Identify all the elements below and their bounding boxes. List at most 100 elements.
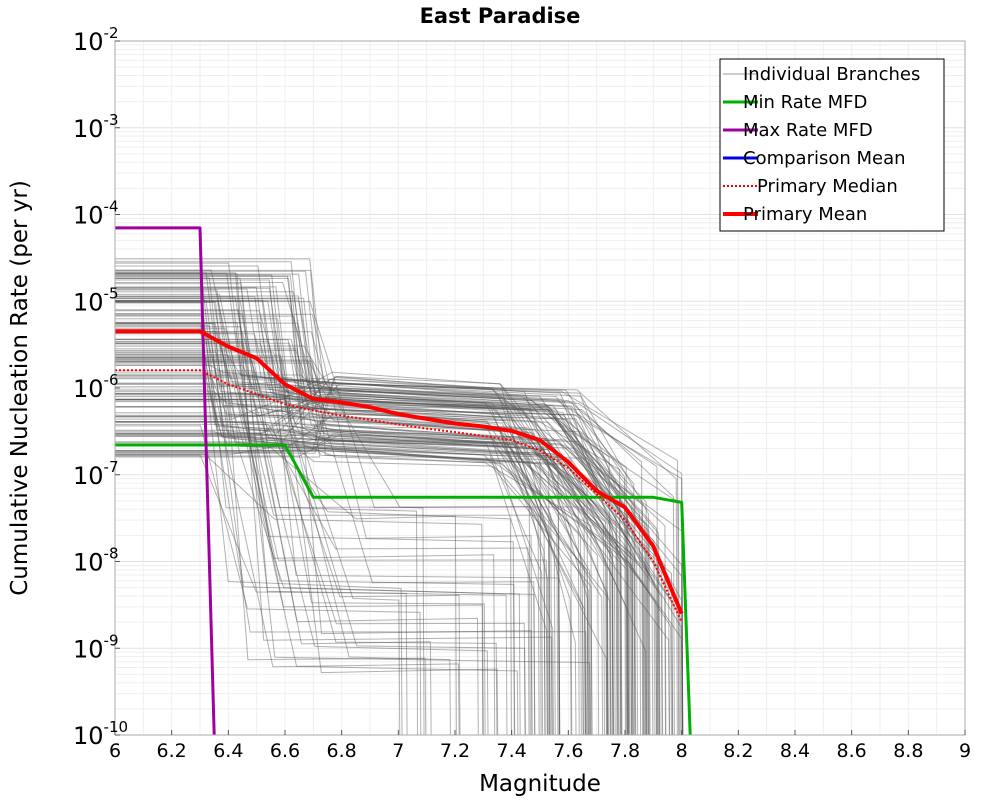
branch-line (115, 345, 425, 735)
branch-line (115, 328, 548, 735)
branch-line (115, 398, 612, 735)
branch-line (115, 341, 479, 735)
legend-label-primary-mean: Primary Mean (743, 204, 867, 225)
branch-line (115, 450, 401, 735)
legend-label-individual-branches: Individual Branches (743, 64, 920, 85)
branch-line (115, 301, 628, 735)
branch-line (115, 450, 616, 735)
branch-line (115, 416, 460, 735)
branch-line (115, 390, 591, 735)
y-tick-label: 10-4 (73, 198, 119, 230)
branch-line (115, 407, 684, 735)
branch-line (115, 279, 683, 735)
branch-line (115, 351, 644, 735)
x-axis-label: Magnitude (479, 771, 601, 797)
x-tick-label: 8.2 (723, 740, 753, 762)
branch-line (115, 356, 609, 735)
branch-line (115, 357, 561, 735)
branch-line (115, 421, 530, 735)
branch-line (115, 283, 508, 735)
branch-line (115, 435, 614, 735)
x-tick-label: 6.8 (327, 740, 357, 762)
branch-line (115, 434, 660, 735)
legend-label-comparison-mean: Comparison Mean (743, 148, 906, 169)
x-tick-label: 7.2 (440, 740, 470, 762)
individual-branches (115, 258, 684, 735)
branch-line (115, 434, 619, 735)
branch-line (115, 326, 526, 735)
branch-line (115, 269, 634, 735)
y-tick-label: 10-2 (73, 24, 119, 56)
branch-line (115, 313, 533, 735)
branch-line (115, 323, 667, 735)
branch-line (115, 393, 663, 735)
x-tick-label: 9 (959, 740, 971, 762)
branch-line (115, 392, 484, 735)
branch-line (115, 325, 556, 735)
branch-line (115, 291, 561, 735)
series-lines (115, 226, 692, 735)
branch-line (115, 298, 533, 735)
branch-line (115, 377, 549, 735)
branch-line (115, 384, 614, 735)
x-tick-label: 7 (392, 740, 404, 762)
branch-line (115, 318, 544, 735)
branch-line (115, 309, 515, 735)
branch-line (115, 274, 584, 735)
branch-line (115, 389, 664, 735)
branch-line (115, 374, 546, 735)
branch-line (115, 300, 419, 735)
branch-line (115, 293, 496, 735)
branch-line (115, 272, 531, 735)
branch-line (115, 272, 648, 735)
y-tick-label: 10-10 (73, 718, 128, 750)
branch-line (115, 382, 627, 735)
branch-line (115, 425, 422, 735)
branch-line (115, 261, 682, 735)
y-axis-label: Cumulative Nucleation Rate (per yr) (7, 180, 33, 596)
legend-label-primary-median: Primary Median (757, 176, 898, 197)
branch-line (115, 354, 650, 735)
branch-line (115, 393, 451, 735)
branch-line (115, 265, 659, 735)
y-tick-label: 10-6 (73, 371, 119, 403)
branch-line (115, 358, 550, 735)
branch-line (115, 382, 427, 735)
branch-line (115, 322, 577, 735)
x-axis-ticks: 6 6.2 6.4 6.6 6.8 7 7.2 7.4 7.6 7.8 8 8.2 8.4 8.6 8.8 9 (109, 730, 971, 762)
branch-line (115, 383, 680, 735)
branch-line (115, 342, 589, 735)
branch-line (115, 272, 658, 735)
branch-line (115, 361, 589, 735)
series-primary-mean (115, 329, 684, 615)
branch-line (115, 301, 580, 735)
branch-line (115, 278, 593, 735)
branch-line (115, 421, 614, 735)
branch-line (115, 296, 615, 735)
x-tick-label: 6 (109, 740, 121, 762)
branch-line (115, 399, 609, 735)
branch-line (115, 360, 555, 735)
legend-box (719, 58, 945, 232)
y-tick-label: 10-9 (73, 631, 119, 663)
y-axis-ticks: 10-10 10-9 10-8 10-7 10-6 10-5 10-4 10-3 10-2 (73, 24, 128, 750)
branch-line (115, 370, 608, 735)
branch-line (115, 282, 536, 735)
branch-line (115, 310, 526, 735)
branch-line (115, 338, 586, 735)
branch-line (115, 430, 633, 735)
branch-line (115, 300, 521, 735)
branch-line (115, 421, 636, 735)
branch-line (115, 399, 519, 735)
branch-line (115, 348, 582, 735)
x-tick-label: 8.4 (780, 740, 810, 762)
branch-line (115, 339, 654, 735)
series-max-rate-mfd (115, 226, 216, 735)
branch-line (115, 406, 584, 735)
x-tick-label: 6.4 (213, 740, 243, 762)
branch-line (115, 300, 604, 735)
branch-line (115, 289, 619, 735)
x-tick-label: 8.6 (837, 740, 867, 762)
branch-line (115, 361, 647, 735)
